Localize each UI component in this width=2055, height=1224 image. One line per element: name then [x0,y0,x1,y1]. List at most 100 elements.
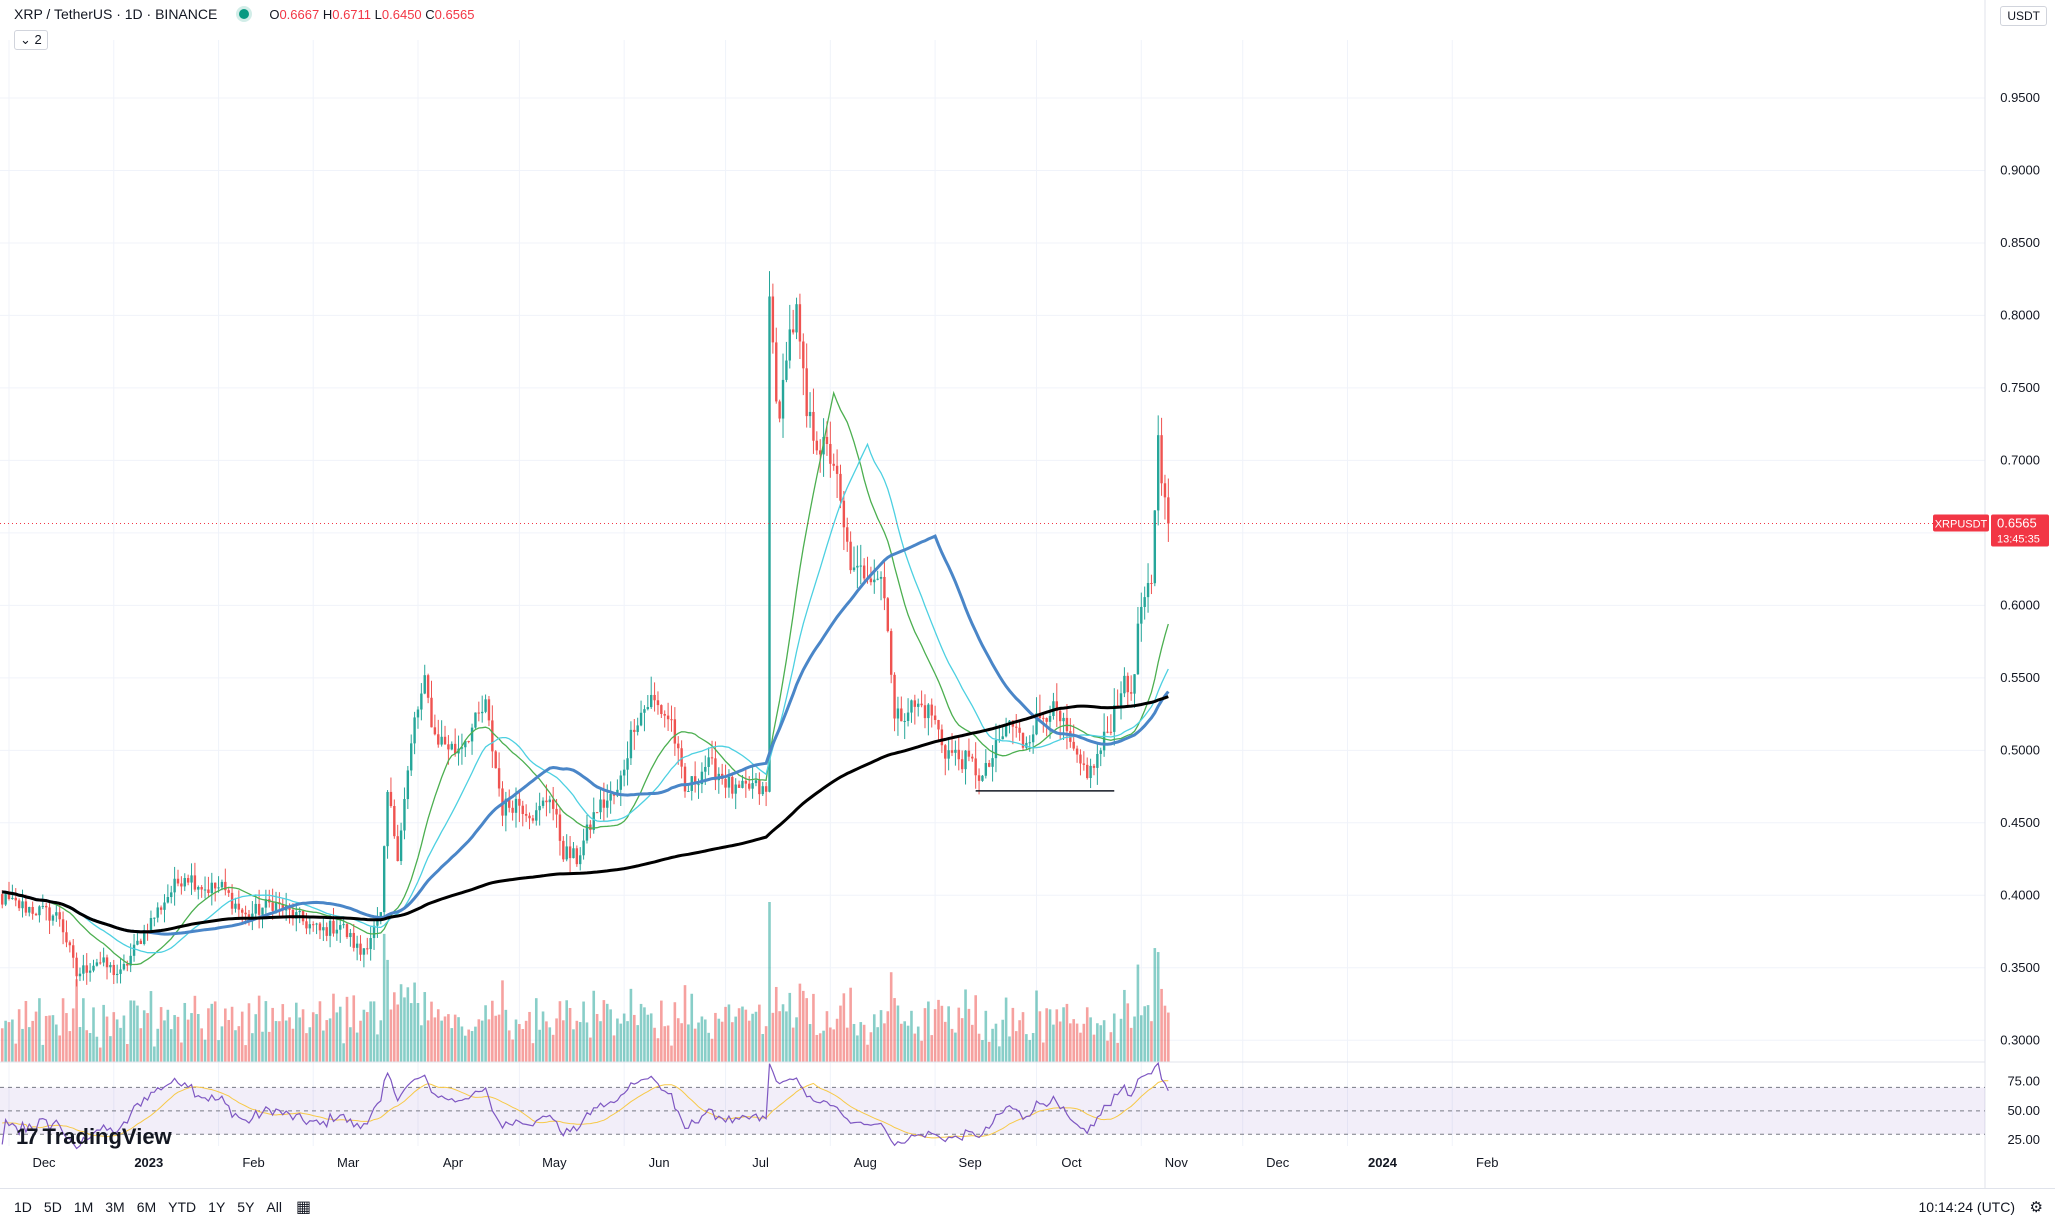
range-button-ytd[interactable]: YTD [168,1198,197,1215]
candle [599,788,602,820]
volume-bar [646,1014,650,1062]
candle [487,695,491,727]
range-button-6m[interactable]: 6M [136,1198,157,1215]
candle [1102,713,1106,757]
volume-bar [994,1023,998,1062]
indicators-toggle-button[interactable]: ⌄ 2 [14,30,48,50]
volume-bar [998,1046,1001,1062]
volume-bar [173,1015,176,1062]
volume-bar [727,1004,731,1062]
volume-bar [947,1006,950,1062]
candle [795,297,798,340]
range-button-all[interactable]: All [266,1198,282,1215]
range-button-1d[interactable]: 1D [14,1198,32,1215]
candle [531,814,535,824]
volume-bar [653,1027,656,1062]
volume-bar [95,1036,99,1062]
volume-bar [251,1033,254,1062]
last-price-tag: XRPUSDT 0.6565 13:45:35 [1933,514,2049,547]
candle [200,885,203,898]
volume-bar [626,1021,629,1062]
volume-bar [818,1033,822,1062]
volume-bar [751,1013,754,1062]
volume-bar [575,1020,579,1062]
candle [984,749,988,779]
volume-bar [595,1013,599,1062]
volume-bar [643,1007,646,1062]
volume-bar [906,1025,910,1062]
volume-bar [1153,948,1157,1062]
candle [95,958,99,967]
range-button-5d[interactable]: 5D [43,1198,62,1215]
volume-bar [514,1019,518,1062]
candle [48,902,51,935]
volume-bar [758,1004,761,1062]
volume-bar [1038,1011,1042,1062]
candle [710,740,714,765]
volume-bar [1156,952,1160,1062]
candle [994,723,998,773]
range-button-5y[interactable]: 5Y [237,1198,255,1215]
volume-bar [142,1010,146,1062]
volume-bar [707,1032,710,1062]
candle [406,765,410,810]
settings-icon[interactable]: ⚙ [2029,1199,2043,1216]
volume-bar [186,1019,190,1062]
ohlc-values: O0.6667 H0.6711 L0.6450 C0.6565 [269,6,475,22]
clock[interactable]: 10:14:24 (UTC) [1918,1199,2015,1215]
volume-bar [58,1035,61,1062]
candle [768,271,771,793]
volume-bar [234,1030,237,1062]
volume-bar [954,1032,957,1062]
candle [1031,725,1035,754]
candle [572,842,575,859]
candle [312,921,315,932]
tradingview-logo-icon: 17 [16,1124,39,1149]
volume-bar [697,1022,700,1062]
volume-bar [599,1021,602,1062]
volume-bar [301,1009,305,1062]
range-button-1m[interactable]: 1M [73,1198,94,1215]
volume-bar [14,1043,18,1062]
volume-bar [832,1029,836,1062]
volume-bars [0,902,1170,1062]
volume-bar [896,1005,900,1062]
symbol-title[interactable]: XRP / TetherUS · 1D · BINANCE [14,6,218,22]
range-button-3m[interactable]: 3M [105,1198,125,1215]
volume-bar [237,1026,241,1062]
candle [85,953,88,985]
candle [1099,747,1102,767]
candle [744,769,748,798]
candle [521,800,524,827]
volume-bar [88,1033,92,1062]
volume-bar [284,1020,288,1062]
candle [163,894,166,923]
volume-bar [480,1020,484,1062]
candle [947,737,950,771]
currency-button[interactable]: USDT [2000,6,2047,26]
candle [315,922,318,935]
volume-bar [393,992,396,1062]
volume-bar [883,1023,886,1062]
candle [268,889,271,908]
volume-bar [548,1027,552,1062]
candle [562,836,565,862]
candle [1136,606,1140,675]
candle [484,694,487,714]
candle [1126,672,1129,708]
volume-bar [11,1019,14,1062]
candle [927,703,930,736]
volume-bar [169,1029,173,1062]
volume-bar [920,1040,923,1062]
candle [511,800,514,821]
volume-bar [622,1013,626,1062]
candle [34,912,38,916]
volume-bar [335,1012,339,1062]
volume-bar [1028,1039,1032,1062]
volume-bar [1001,1019,1005,1062]
candle [420,683,423,721]
volume-bar [423,992,427,1062]
range-button-1y[interactable]: 1Y [208,1198,226,1215]
calendar-icon[interactable]: ▦ [296,1199,312,1216]
